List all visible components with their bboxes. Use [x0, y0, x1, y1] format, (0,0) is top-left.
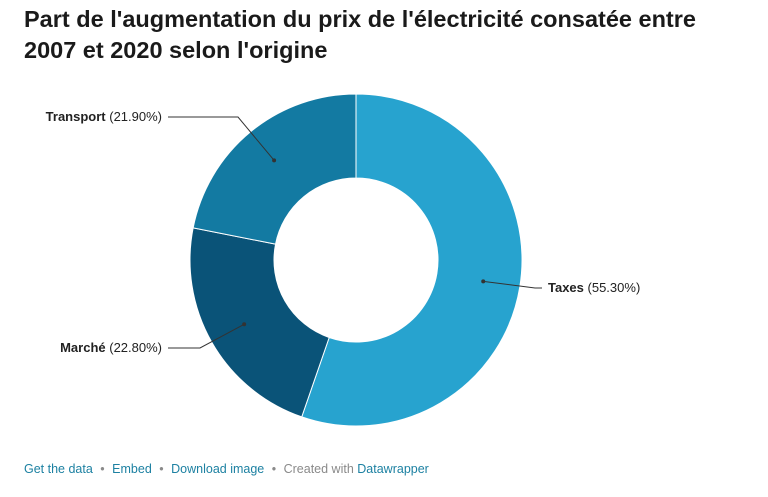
- leader-line: [168, 323, 245, 349]
- donut-slices: [189, 93, 523, 427]
- footer-separator: •: [271, 462, 277, 476]
- slice-label-transport: Transport (21.90%): [46, 109, 162, 124]
- slice-label-march: Marché (22.80%): [60, 340, 162, 355]
- leader-dot: [242, 322, 247, 327]
- slice-label-taxes: Taxes (55.30%): [548, 280, 640, 295]
- leader-line: [483, 280, 542, 289]
- embed-link[interactable]: Embed: [112, 462, 152, 476]
- leader-dot: [272, 158, 277, 163]
- donut-slice-march: [189, 227, 330, 418]
- donut-labels: Taxes (55.30%) Marché (22.80%) Transport (…: [46, 109, 641, 355]
- leader-line: [168, 116, 275, 161]
- chart-title: Part de l'augmentation du prix de l'élec…: [24, 6, 696, 63]
- donut-slice-taxes: [301, 93, 523, 427]
- donut-slice-transport: [192, 93, 357, 245]
- get-data-link[interactable]: Get the data: [24, 462, 93, 476]
- created-with-text: Created with: [283, 462, 354, 476]
- leader-dot: [481, 279, 486, 284]
- donut-chart: Taxes (55.30%) Marché (22.80%) Transport (…: [46, 93, 641, 427]
- datawrapper-link[interactable]: Datawrapper: [357, 462, 429, 476]
- footer-separator: •: [159, 462, 164, 476]
- footer-separator: •: [100, 462, 105, 476]
- download-image-link[interactable]: Download image: [171, 462, 265, 476]
- chart-footer: Get the data • Embed • Download image • …: [24, 462, 429, 476]
